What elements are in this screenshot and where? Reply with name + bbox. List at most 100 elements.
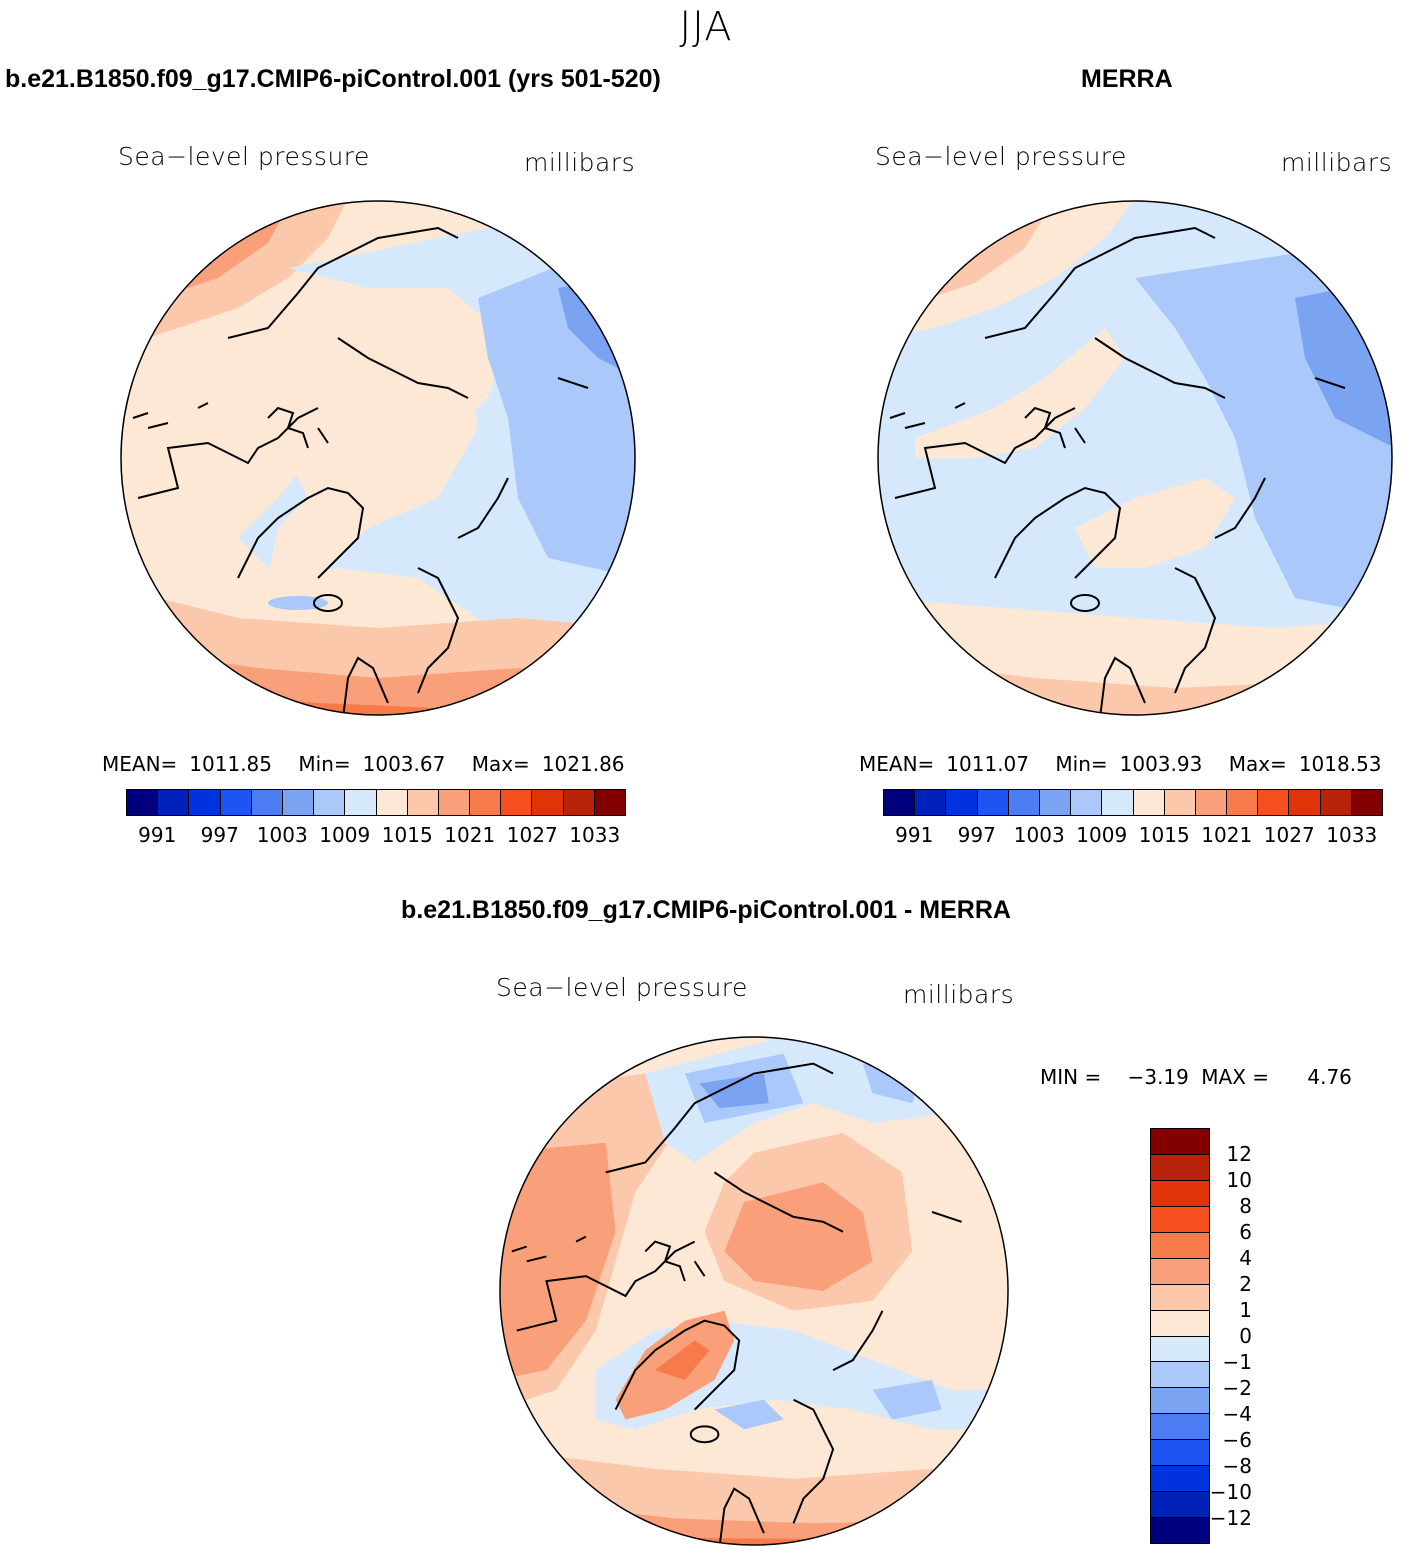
colorbar-tick-label: −1 — [1222, 1350, 1252, 1374]
colorbar-swatch — [884, 790, 915, 815]
colorbar-swatch — [1151, 1257, 1209, 1284]
colorbar-swatch — [1350, 790, 1382, 815]
panel-diff-stats: MIN = −3.19 MAX = 4.76 — [1040, 1065, 1352, 1089]
colorbar-swatch — [188, 790, 220, 815]
stat-min-value: 1003.67 — [362, 752, 446, 776]
panel-merra-units-label: millibars — [1281, 148, 1393, 177]
stat-mean-label: MEAN= — [859, 752, 935, 776]
colorbar-swatch — [914, 790, 946, 815]
panel-merra-title: MERRA — [1081, 65, 1173, 93]
stat-max-label: Max= — [1228, 752, 1287, 776]
colorbar-merra — [883, 789, 1383, 816]
colorbar-swatch — [1132, 790, 1164, 815]
colorbar-swatch — [1151, 1283, 1209, 1310]
colorbar-swatch — [344, 790, 376, 815]
colorbar-swatch — [1151, 1153, 1209, 1180]
colorbar-swatch — [1101, 790, 1133, 815]
colorbar-swatch — [531, 790, 563, 815]
stat-max-value: 1018.53 — [1298, 752, 1382, 776]
colorbar-tick-label: 1003 — [256, 823, 308, 847]
colorbar-swatch — [375, 790, 407, 815]
stat-min-label: Min= — [1055, 752, 1108, 776]
colorbar-swatch — [593, 790, 625, 815]
stat-max-value: 1021.86 — [541, 752, 625, 776]
panel-merra-stats: MEAN= 1011.07 Min= 1003.93 Max= 1018.53 — [859, 752, 1382, 776]
colorbar-swatch — [562, 790, 594, 815]
colorbar-swatch — [157, 790, 189, 815]
colorbar-tick-label: 12 — [1226, 1142, 1252, 1166]
colorbar-tick-label: −8 — [1222, 1454, 1252, 1478]
colorbar-model — [126, 789, 626, 816]
colorbar-tick-label: 1015 — [1138, 823, 1190, 847]
colorbar-tick-label: 6 — [1239, 1220, 1252, 1244]
colorbar-tick-label: −12 — [1209, 1506, 1252, 1530]
colorbar-tick-label: 8 — [1239, 1194, 1252, 1218]
colorbar-swatch — [219, 790, 251, 815]
panel-model-title: b.e21.B1850.f09_g17.CMIP6-piControl.001 … — [5, 65, 661, 93]
panel-merra-variable-label: Sea−level pressure — [875, 142, 1127, 171]
colorbar-tick-label: 1033 — [569, 823, 621, 847]
colorbar-tick-label: 1009 — [1076, 823, 1128, 847]
colorbar-swatch — [1151, 1309, 1209, 1336]
colorbar-tick-label: 10 — [1226, 1168, 1252, 1192]
colorbar-swatch — [469, 790, 501, 815]
colorbar-tick-label: −10 — [1209, 1480, 1252, 1504]
colorbar-swatch — [127, 790, 158, 815]
colorbar-swatch — [1038, 790, 1071, 815]
colorbar-tick-label: 1009 — [319, 823, 371, 847]
stat-max-label: Max= — [471, 752, 530, 776]
colorbar-tick-label: 1015 — [381, 823, 433, 847]
colorbar-tick-label: 1021 — [444, 823, 496, 847]
stat-mean-label: MEAN= — [102, 752, 178, 776]
colorbar-tick-label: 1033 — [1326, 823, 1378, 847]
colorbar-swatch — [1257, 790, 1289, 815]
stat-mean-value: 1011.85 — [189, 752, 273, 776]
polar-map-model — [120, 200, 636, 716]
diff-min-label: MIN = — [1040, 1065, 1102, 1089]
colorbar-tick-label: −2 — [1222, 1376, 1252, 1400]
season-title: JJA — [679, 4, 733, 50]
panel-model-stats: MEAN= 1011.85 Min= 1003.67 Max= 1021.86 — [102, 752, 625, 776]
diff-max-label: MAX = — [1201, 1065, 1270, 1089]
colorbar-swatch — [500, 790, 532, 815]
colorbar-swatch — [250, 790, 282, 815]
polar-map-merra — [877, 200, 1393, 716]
colorbar-swatch — [1194, 790, 1227, 815]
colorbar-swatch — [406, 790, 438, 815]
colorbar-swatch — [281, 790, 314, 815]
colorbar-tick-label: 2 — [1239, 1272, 1252, 1296]
stat-min-value: 1003.93 — [1119, 752, 1203, 776]
colorbar-swatch — [1151, 1387, 1209, 1414]
colorbar-swatch — [313, 790, 345, 815]
stat-mean-value: 1011.07 — [946, 752, 1030, 776]
panel-model-variable-label: Sea−level pressure — [118, 142, 370, 171]
colorbar-swatch — [945, 790, 977, 815]
colorbar-swatch — [1288, 790, 1320, 815]
colorbar-tick-label: 997 — [200, 823, 239, 847]
colorbar-difference — [1150, 1128, 1210, 1544]
colorbar-swatch — [1151, 1465, 1209, 1492]
colorbar-swatch — [1151, 1439, 1209, 1466]
colorbar-tick-label: 4 — [1239, 1246, 1252, 1270]
colorbar-swatch — [1151, 1491, 1209, 1518]
colorbar-swatch — [437, 790, 470, 815]
colorbar-swatch — [1151, 1517, 1209, 1543]
colorbar-swatch — [1151, 1129, 1209, 1154]
colorbar-tick-label: −6 — [1222, 1428, 1252, 1452]
polar-map-difference — [499, 1036, 1009, 1546]
colorbar-swatch — [1151, 1335, 1209, 1362]
colorbar-swatch — [1151, 1205, 1209, 1232]
colorbar-swatch — [1151, 1413, 1209, 1440]
stat-min-label: Min= — [298, 752, 351, 776]
colorbar-swatch — [976, 790, 1008, 815]
colorbar-tick-label: 1027 — [506, 823, 558, 847]
colorbar-swatch — [1070, 790, 1102, 815]
colorbar-swatch — [1226, 790, 1258, 815]
colorbar-tick-label: 1021 — [1201, 823, 1253, 847]
colorbar-tick-label: −4 — [1222, 1402, 1252, 1426]
colorbar-tick-label: 1027 — [1263, 823, 1315, 847]
panel-diff-variable-label: Sea−level pressure — [496, 973, 748, 1002]
panel-diff-units-label: millibars — [903, 980, 1015, 1009]
colorbar-swatch — [1007, 790, 1039, 815]
colorbar-swatch — [1319, 790, 1351, 815]
